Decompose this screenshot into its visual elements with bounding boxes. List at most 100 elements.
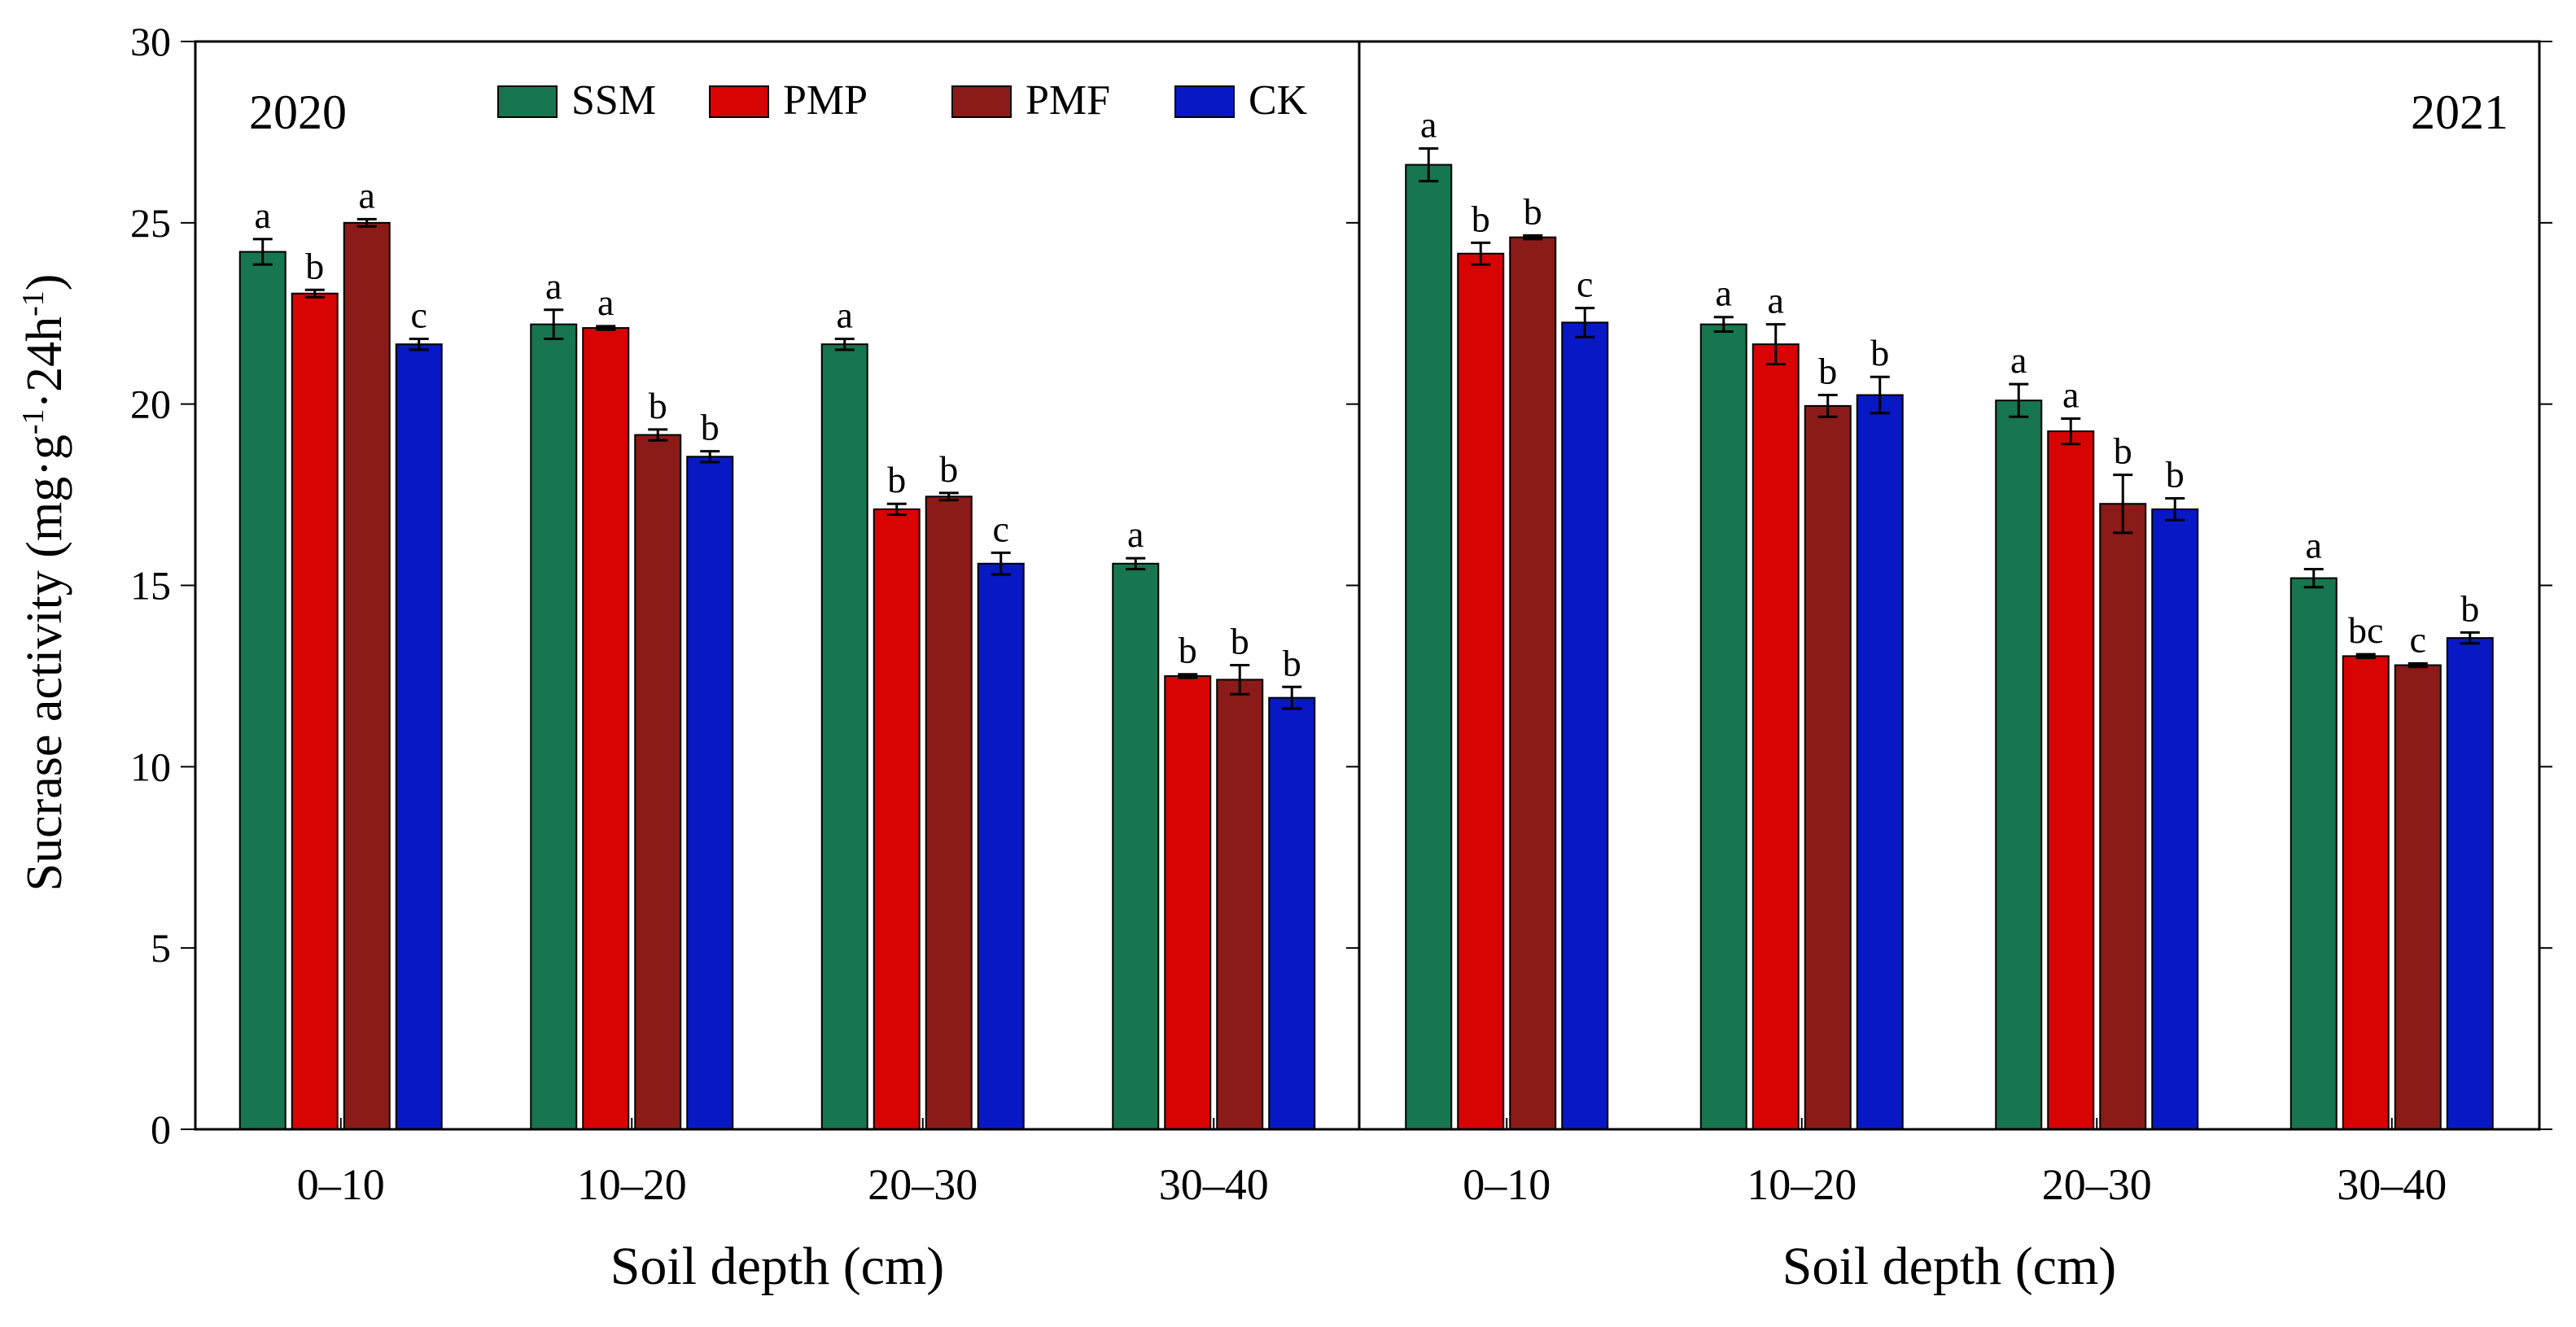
- x-axis-title-2021: Soil depth (cm): [1782, 1237, 2117, 1296]
- significance-label-2020-SSM-10–20: a: [545, 265, 562, 307]
- legend-item-PMP: PMP: [709, 77, 868, 124]
- bar-2021-CK-0–10: [1561, 321, 1609, 1130]
- significance-label-2020-CK-30–40: b: [1283, 642, 1301, 683]
- significance-label-2020-PMP-30–40: b: [1179, 630, 1197, 671]
- y-tick-label-15: 15: [130, 563, 171, 609]
- significance-label-2021-CK-10–20: b: [1870, 332, 1889, 373]
- significance-label-2021-PMF-10–20: b: [1818, 351, 1837, 392]
- x-tick-label-2020-30–40: 30–40: [1159, 1160, 1269, 1209]
- significance-label-2021-PMP-20–30: a: [2062, 373, 2079, 415]
- legend: SSM PMP PMF CK: [497, 77, 1308, 124]
- significance-label-2020-CK-20–30: c: [993, 508, 1009, 549]
- bar-2021-SSM-20–30: [1995, 399, 2043, 1130]
- significance-label-2020-PMF-30–40: b: [1231, 621, 1249, 662]
- bar-2020-PMF-0–10: [343, 221, 391, 1130]
- y-axis-title-sup2: -1: [16, 290, 50, 316]
- bar-2021-SSM-10–20: [1699, 323, 1747, 1130]
- bar-2020-SSM-20–30: [820, 343, 868, 1130]
- y-tick-label-25: 25: [130, 200, 171, 246]
- significance-label-2020-PMF-20–30: b: [939, 448, 958, 490]
- significance-label-2021-PMP-0–10: b: [1472, 198, 1490, 239]
- significance-label-2020-SSM-30–40: a: [1127, 513, 1144, 555]
- significance-label-2020-PMP-10–20: a: [597, 282, 614, 323]
- significance-label-2020-SSM-20–30: a: [837, 294, 853, 335]
- significance-label-2021-PMP-30–40: bc: [2348, 609, 2383, 651]
- significance-label-2020-PMF-0–10: a: [359, 174, 375, 216]
- bar-2020-PMF-20–30: [925, 495, 973, 1130]
- x-tick-label-2021-0–10: 0–10: [1463, 1160, 1550, 1209]
- bar-2020-PMF-30–40: [1216, 679, 1264, 1130]
- legend-swatch-PMF: [951, 85, 1012, 118]
- y-tick-label-0: 0: [151, 1107, 171, 1152]
- legend-swatch-SSM: [497, 85, 558, 118]
- y-tick-label-5: 5: [151, 925, 171, 971]
- bar-2021-PMP-20–30: [2047, 430, 2095, 1130]
- x-tick-label-2021-10–20: 10–20: [1747, 1160, 1857, 1209]
- bar-2021-SSM-0–10: [1405, 164, 1453, 1131]
- legend-item-SSM: SSM: [497, 77, 656, 124]
- bar-2020-PMP-30–40: [1164, 674, 1212, 1130]
- bar-2021-PMF-20–30: [2099, 503, 2147, 1130]
- legend-swatch-PMP: [709, 85, 769, 118]
- x-tick-label-2020-10–20: 10–20: [577, 1160, 687, 1209]
- axes-layer: 0–10 10–20 20–30 30–40 Soil depth (cm) 2020 0–…: [130, 19, 2552, 1296]
- significance-label-2020-SSM-0–10: a: [255, 194, 271, 236]
- significance-label-2021-PMF-30–40: c: [2410, 618, 2426, 660]
- bar-2021-PMP-10–20: [1752, 343, 1800, 1130]
- bar-2020-PMP-0–10: [291, 292, 339, 1131]
- bar-2021-CK-10–20: [1856, 394, 1904, 1130]
- panel-title-2020: 2020: [249, 85, 347, 139]
- bar-2021-PMF-10–20: [1804, 404, 1852, 1130]
- significance-label-2021-SSM-10–20: a: [1716, 273, 1732, 314]
- y-axis-title: Sucrase activity (mg·g-1·24h-1): [16, 274, 72, 892]
- bar-2020-CK-30–40: [1268, 696, 1316, 1130]
- significance-label-2020-CK-0–10: c: [411, 294, 427, 335]
- bar-2021-CK-30–40: [2446, 637, 2494, 1130]
- panel-title-2021: 2021: [2411, 85, 2508, 139]
- legend-label-CK: CK: [1249, 77, 1308, 124]
- bar-2020-SSM-30–40: [1112, 562, 1160, 1130]
- y-tick-label-10: 10: [130, 744, 171, 789]
- significance-label-2021-SSM-20–30: a: [2010, 339, 2027, 381]
- significance-label-2021-SSM-30–40: a: [2306, 524, 2322, 565]
- legend-item-PMF: PMF: [951, 77, 1110, 124]
- bar-2020-SSM-0–10: [238, 251, 286, 1130]
- significance-label-2020-PMP-20–30: b: [887, 459, 906, 500]
- x-tick-label-2020-20–30: 20–30: [868, 1160, 977, 1209]
- significance-label-2021-CK-20–30: b: [2166, 454, 2185, 495]
- x-tick-label-2021-20–30: 20–30: [2042, 1160, 2152, 1209]
- y-axis-title-mid: ·24h: [17, 316, 72, 409]
- bar-2021-SSM-30–40: [2290, 577, 2338, 1130]
- y-axis-title-end: ): [17, 274, 72, 291]
- bar-2021-CK-20–30: [2151, 508, 2199, 1130]
- legend-label-PMP: PMP: [783, 77, 868, 124]
- bar-2021-PMF-0–10: [1509, 236, 1557, 1130]
- significance-label-2020-PMF-10–20: b: [649, 385, 667, 426]
- bar-2020-PMP-20–30: [873, 508, 921, 1130]
- significance-label-2020-PMP-0–10: b: [305, 245, 324, 286]
- significance-label-2021-PMP-10–20: a: [1768, 280, 1784, 321]
- legend-item-CK: CK: [1174, 77, 1308, 124]
- y-tick-label-20: 20: [130, 382, 171, 427]
- x-tick-label-2020-0–10: 0–10: [297, 1160, 385, 1209]
- significance-label-2021-SSM-0–10: a: [1420, 103, 1437, 145]
- y-axis-title-sup1: -1: [16, 409, 50, 435]
- bar-2020-SSM-10–20: [530, 323, 578, 1130]
- bar-2020-CK-0–10: [395, 343, 443, 1130]
- bar-2020-CK-10–20: [686, 456, 734, 1130]
- x-axis-title-2020: Soil depth (cm): [610, 1237, 945, 1296]
- bar-2021-PMP-30–40: [2342, 655, 2390, 1130]
- bar-2020-PMP-10–20: [582, 327, 630, 1130]
- bar-2021-PMF-30–40: [2394, 664, 2442, 1130]
- legend-label-PMF: PMF: [1026, 77, 1110, 124]
- y-axis-title-main: Sucrase activity (mg·g: [17, 434, 72, 891]
- y-tick-label-30: 30: [130, 19, 171, 64]
- legend-swatch-CK: [1174, 85, 1235, 118]
- significance-label-2021-CK-0–10: c: [1577, 264, 1593, 305]
- bar-2020-CK-20–30: [977, 562, 1025, 1130]
